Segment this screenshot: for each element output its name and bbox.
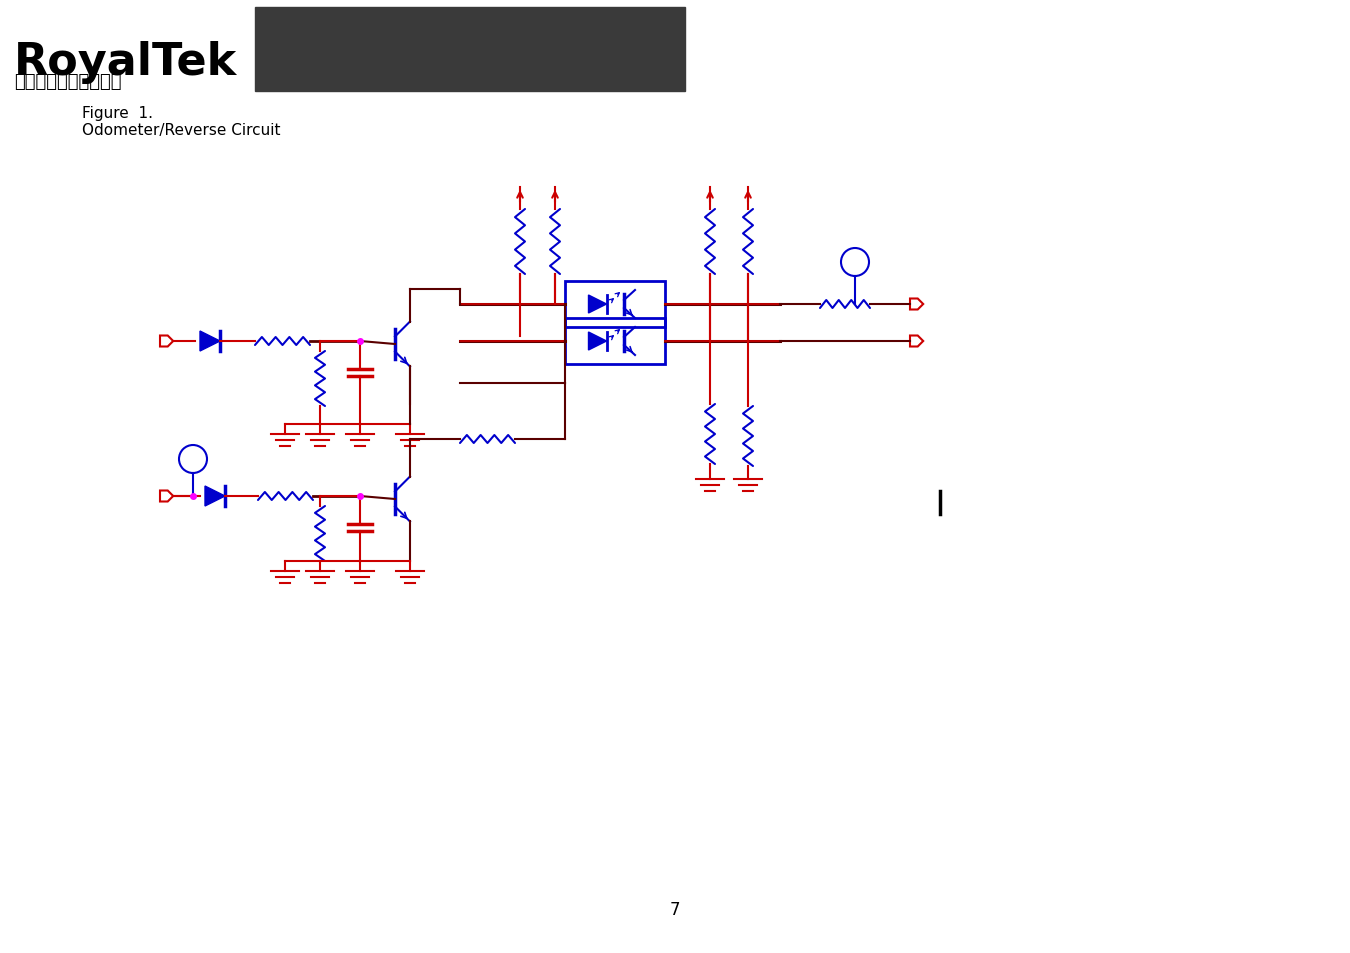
Bar [255,8,684,91]
Bar [566,318,666,365]
Polygon shape [205,486,225,506]
Polygon shape [589,333,606,351]
Text: Odometer/Reverse Circuit: Odometer/Reverse Circuit [82,123,281,138]
Text: Figure  1.: Figure 1. [82,106,153,121]
Text: 鼎天國際股份有限公司: 鼎天國際股份有限公司 [14,73,122,91]
Bar [566,282,666,328]
Text: RoyalTek: RoyalTek [14,40,238,84]
Polygon shape [200,332,220,352]
Polygon shape [589,295,606,314]
Text: 7: 7 [670,900,680,918]
